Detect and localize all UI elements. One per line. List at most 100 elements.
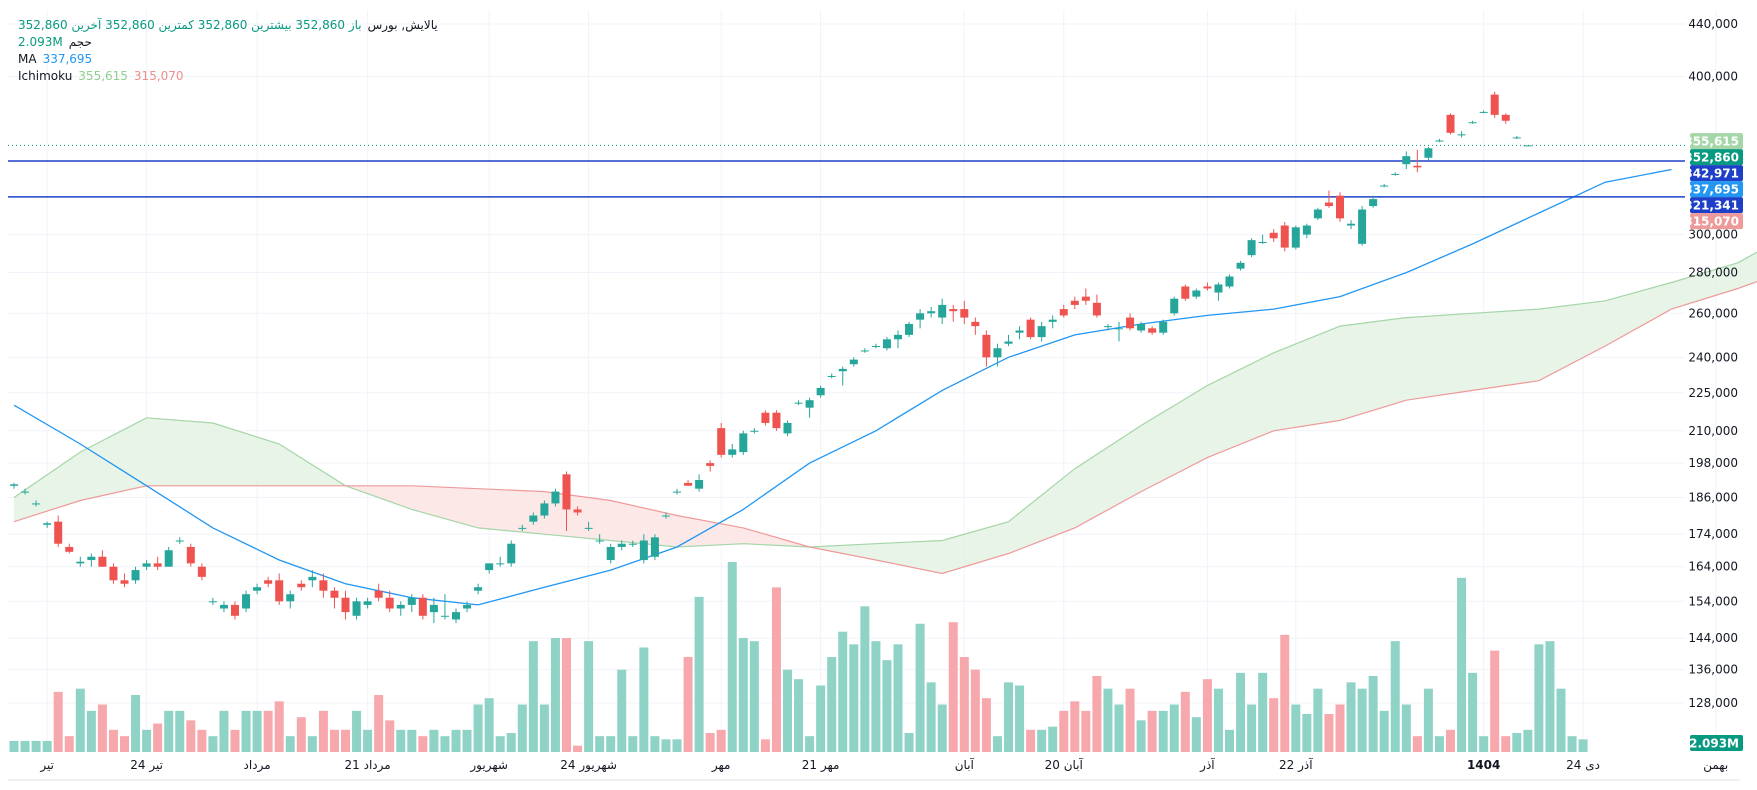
candle-body [197, 566, 206, 577]
cloud-segment [102, 434, 114, 496]
cloud-segment [522, 490, 534, 534]
time-axis[interactable]: تیر 24 تیر مرداد 21 مرداد شهریور 24 شهریور مهر… [39, 757, 1728, 773]
cloud-segment [235, 429, 247, 486]
time-tick-label: شهریور [469, 758, 508, 773]
legend-ma-label[interactable]: MA [18, 52, 37, 66]
cloud-segment [1119, 432, 1131, 504]
volume-bar [197, 729, 207, 752]
volume-bar [882, 660, 892, 752]
volume-bar [639, 647, 649, 752]
cloud-segment [1130, 425, 1142, 498]
volume-bar [1213, 688, 1223, 752]
candle-body [352, 601, 361, 616]
cloud-segment [411, 485, 423, 513]
volume-bar [75, 688, 85, 752]
cloud-segment [1295, 339, 1307, 428]
price-tick-label: 128,000 [1688, 696, 1738, 710]
legend-ohlc: باز 352,860 بیشترین 352,860 کمترین 352,8… [18, 18, 362, 32]
cloud-segment [179, 420, 191, 486]
candle-body [10, 484, 18, 486]
cloud-segment [1251, 358, 1263, 440]
candle-body [882, 339, 891, 349]
cloud-segment [842, 544, 854, 556]
candle-body [1026, 319, 1035, 338]
candle-body [982, 334, 991, 358]
candle-body [120, 580, 129, 584]
cloud-segment [511, 490, 523, 533]
volume-bar [528, 641, 538, 752]
price-badge-label: 321,341 [1684, 199, 1739, 213]
candle-body [717, 428, 726, 455]
candle-body [418, 597, 427, 616]
volume-bar [329, 729, 339, 752]
cloud-segment [1384, 318, 1396, 407]
candle-body [1070, 300, 1079, 305]
time-tick-label: آذر [1199, 757, 1215, 773]
price-badge [1690, 149, 1743, 166]
price-tick-label: 225,000 [1688, 386, 1738, 400]
volume-bar [1335, 704, 1345, 752]
time-tick-label: آبان [955, 757, 975, 772]
candle-body [894, 334, 902, 340]
volume-bar [650, 736, 660, 752]
legend-ichimoku-label[interactable]: Ichimoku [18, 69, 73, 83]
cloud-segment [1461, 313, 1473, 392]
cloud-segment [433, 486, 445, 519]
volume-bar [263, 710, 273, 752]
candle-body [1468, 122, 1477, 124]
volume-bar [53, 691, 63, 752]
volume-bar [1070, 701, 1080, 752]
volume-bar [937, 704, 947, 752]
candle-body [1280, 225, 1289, 248]
volume-bar [1313, 688, 1323, 752]
volume-badge-label: 2.093M [1689, 737, 1739, 751]
candle-body [87, 556, 96, 561]
cloud-segment [1229, 368, 1241, 449]
candle-body [1457, 134, 1466, 136]
cloud-segment [864, 543, 876, 561]
volume-bar [562, 638, 571, 752]
volume-bar [827, 657, 837, 752]
candle-body [695, 480, 704, 489]
cloud-segment [157, 418, 169, 486]
cloud-segment [1163, 405, 1175, 481]
volume-bar [164, 710, 174, 752]
candle-body [1258, 241, 1267, 243]
volume-bar [1357, 688, 1367, 752]
candle-body [518, 527, 527, 529]
cloud-segment [942, 537, 954, 574]
volume-bar [1280, 634, 1290, 752]
time-tick-label: 1404 [1467, 758, 1500, 772]
price-badge-label: 355,615 [1684, 135, 1739, 149]
candle-body [871, 345, 880, 347]
price-badge-label: 315,070 [1684, 215, 1739, 229]
volume-bar [252, 710, 262, 752]
candle-body [396, 604, 405, 609]
price-tick-label: 174,000 [1688, 527, 1738, 541]
volume-bar [1004, 682, 1013, 752]
legend-volume-label[interactable]: حجم [68, 35, 92, 49]
candle-body [76, 561, 85, 564]
candle-body [109, 566, 118, 581]
cloud-segment [113, 429, 125, 494]
price-axis[interactable]: 128,000 136,000 144,000 154,000 164,000 174,0… [1688, 17, 1738, 710]
cloud-segment [1583, 302, 1595, 358]
candle-body [916, 313, 925, 320]
cloud-segment [986, 524, 998, 561]
candle-body [1059, 309, 1068, 316]
legend-ichimoku-row: Ichimoku 355,615 315,070 [18, 68, 438, 85]
candle-body [1369, 199, 1378, 207]
volume-bar [1534, 644, 1544, 752]
volume-bar [1390, 641, 1400, 752]
volume-bar [992, 736, 1002, 752]
price-tick-label: 240,000 [1688, 350, 1738, 364]
legend-symbol[interactable]: یالایش, بورس [367, 18, 438, 32]
volume-bar [860, 606, 870, 752]
cloud-segment [1516, 309, 1528, 384]
candle-body [485, 563, 494, 571]
volume-bar [1247, 704, 1257, 752]
volume-bar [948, 622, 958, 752]
volume-bar [1048, 726, 1058, 752]
candle-body [385, 597, 394, 609]
